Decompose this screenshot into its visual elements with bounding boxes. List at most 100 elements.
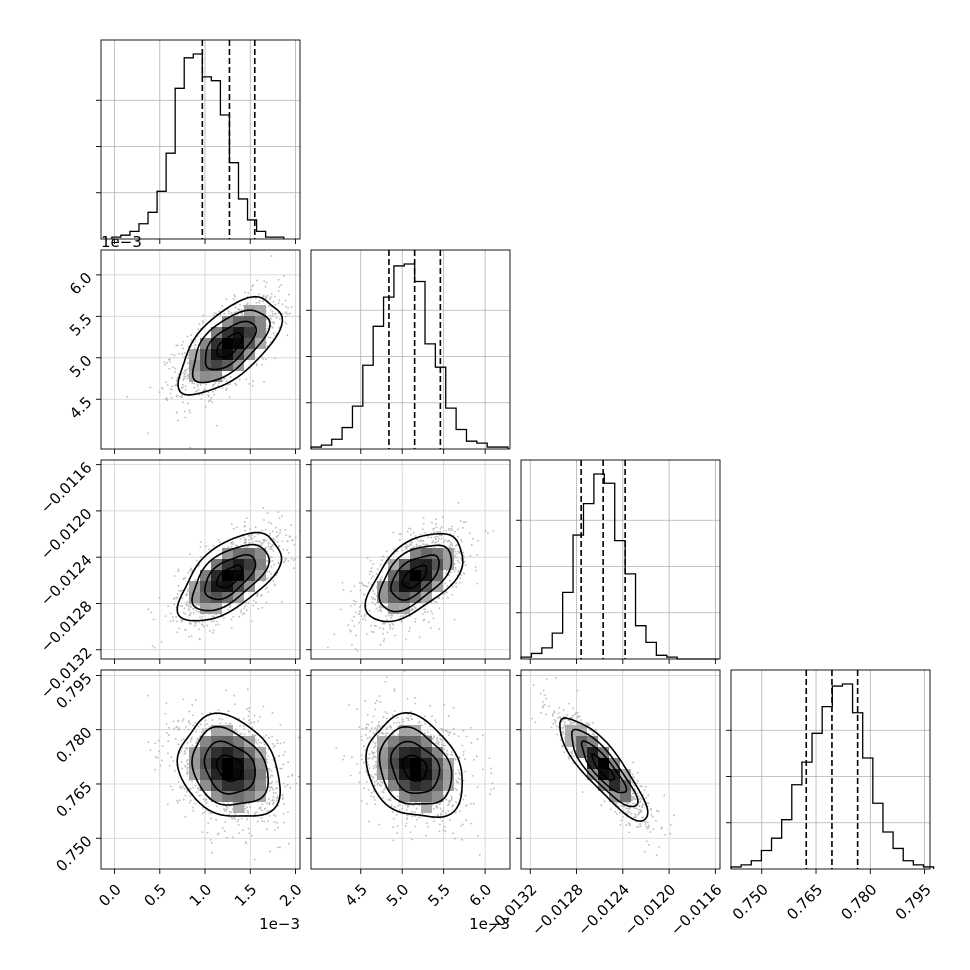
density-cell — [244, 548, 255, 559]
contour-level-1 — [401, 754, 428, 782]
density-cell — [432, 747, 443, 758]
density-cell — [233, 769, 244, 780]
panel-frame — [310, 459, 511, 660]
contour-level-1 — [216, 331, 244, 358]
x-tick-label: 0.765 — [783, 881, 826, 924]
density-cell — [255, 316, 266, 327]
density-cell — [222, 780, 233, 791]
density-cell — [388, 747, 399, 758]
x-axis-param-1: 0.0 0.5 1.0 1.5 2.0 1e−3 — [95, 881, 306, 933]
contour-level-1 — [215, 564, 243, 589]
density-cell — [222, 736, 233, 747]
density-cell — [421, 548, 432, 559]
density-cell — [233, 758, 244, 769]
density-cell — [211, 747, 222, 758]
histogram-step-line — [730, 683, 935, 869]
panel-content — [311, 670, 510, 869]
histogram-step-line — [111, 53, 285, 239]
density-cell — [432, 570, 443, 581]
density-cell — [421, 736, 432, 747]
density-cell — [388, 603, 399, 614]
x-tick-label: 1.5 — [231, 881, 261, 911]
density-cell — [222, 316, 233, 327]
density-cell — [233, 802, 244, 813]
density-cell — [443, 780, 454, 791]
density-cell — [189, 349, 200, 360]
contour-level-2 — [203, 740, 257, 795]
density-cell — [399, 758, 410, 769]
density-cell — [565, 736, 576, 747]
density-cell — [255, 559, 266, 570]
density-cell — [200, 371, 211, 382]
density-cell — [410, 747, 421, 758]
density-cell — [222, 581, 233, 592]
density-cell — [244, 747, 255, 758]
y-tick-label: 4.5 — [66, 393, 96, 423]
density-cell — [189, 371, 200, 382]
panel-frame — [310, 669, 511, 870]
contour-level-2 — [390, 740, 441, 794]
density-cell — [587, 769, 598, 780]
density-cell — [377, 736, 388, 747]
density-cell — [609, 769, 620, 780]
density-cell — [211, 592, 222, 603]
density-cell — [377, 758, 388, 769]
x-tick-label: 0.0 — [95, 881, 125, 911]
density-cell — [233, 747, 244, 758]
density-cell — [255, 548, 266, 559]
density-cell — [255, 570, 266, 581]
histogram-panel-4 — [726, 669, 935, 874]
density-cell — [189, 592, 200, 603]
y-tick-label: 0.750 — [52, 832, 95, 875]
density-cell — [244, 791, 255, 802]
panel-frame — [100, 249, 301, 450]
panel-frame — [520, 459, 721, 660]
y-axis-param-2: 4.5 5.0 5.5 6.0 1e−3 — [66, 233, 142, 423]
panel-frame — [520, 669, 721, 870]
density-cell — [211, 338, 222, 349]
scatter-panel-r4-c3 — [516, 669, 721, 874]
contour-level-4 — [364, 532, 464, 623]
density-cell — [244, 570, 255, 581]
scatter-panel-r4-c2 — [306, 669, 511, 874]
density-cell — [222, 769, 233, 780]
density-cell — [222, 758, 233, 769]
density-cell — [388, 780, 399, 791]
density-cell — [399, 780, 410, 791]
density-cell — [410, 758, 421, 769]
x-tick-label: 4.5 — [341, 881, 371, 911]
density-cell — [222, 559, 233, 570]
density-cell — [255, 769, 266, 780]
scatter-panel-r3-c2 — [306, 459, 511, 664]
panel-content — [101, 670, 300, 869]
density-cell — [211, 780, 222, 791]
density-cell — [410, 559, 421, 570]
density-cell — [598, 780, 609, 791]
contour-level-3 — [191, 543, 270, 612]
density-cell — [410, 592, 421, 603]
contour-level-2 — [204, 320, 257, 371]
density-cell — [587, 747, 598, 758]
density-cell — [609, 758, 620, 769]
contour-level-2 — [390, 554, 440, 601]
contour-level-1 — [591, 753, 616, 782]
contour-level-2 — [580, 740, 628, 794]
density-cell — [222, 548, 233, 559]
density-cell — [432, 548, 443, 559]
density-cell — [377, 592, 388, 603]
density-cell — [200, 603, 211, 614]
histogram-panel-2 — [306, 249, 511, 454]
density-cell — [233, 581, 244, 592]
density-cell — [244, 780, 255, 791]
density-cell — [421, 570, 432, 581]
density-cell — [399, 791, 410, 802]
density-cell — [410, 791, 421, 802]
density-cell — [565, 725, 576, 736]
scatter-panel-r4-c1 — [96, 669, 301, 874]
density-cell — [620, 769, 631, 780]
density-cell — [421, 780, 432, 791]
density-cell — [388, 769, 399, 780]
density-cell — [388, 758, 399, 769]
